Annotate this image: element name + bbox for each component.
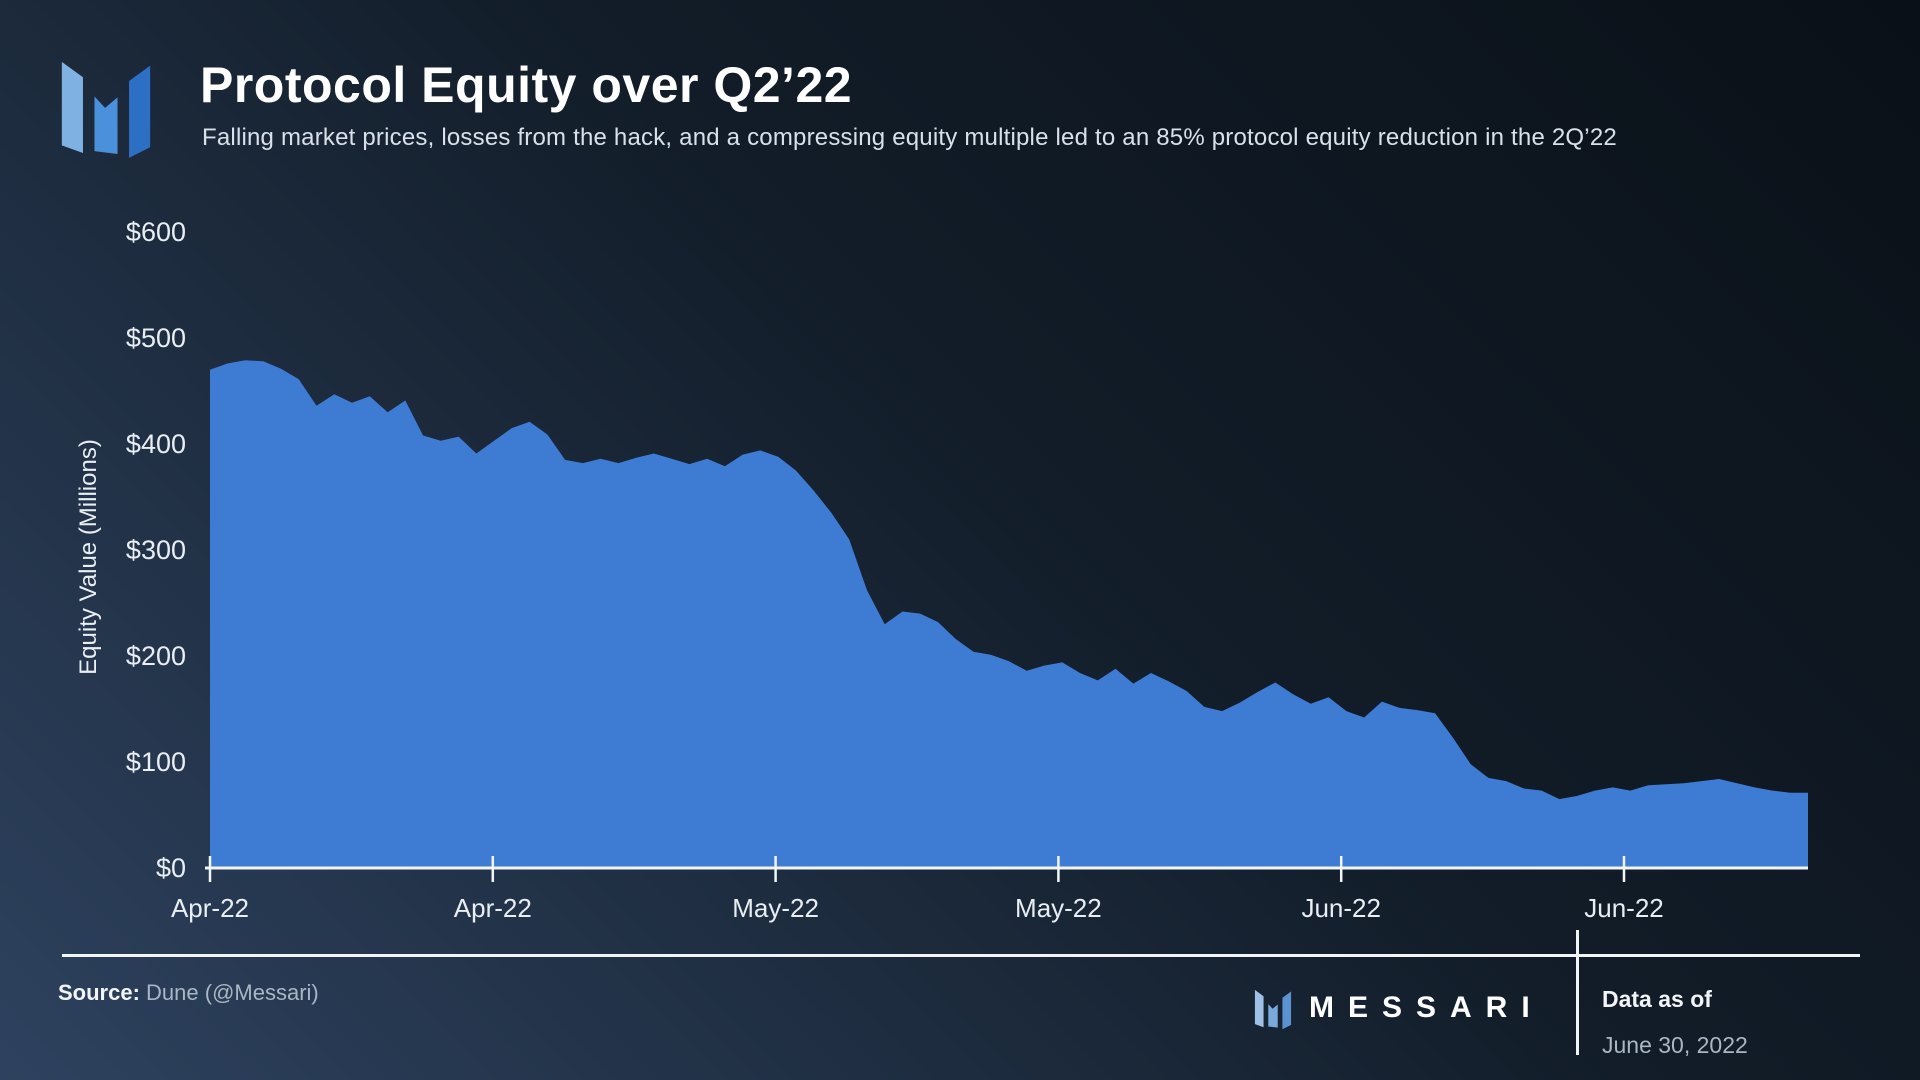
x-tick-label: Jun-22 [1301, 893, 1381, 923]
x-tick-label: Jun-22 [1584, 893, 1664, 923]
y-tick-label: $0 [155, 853, 186, 883]
y-tick-label: $100 [125, 747, 186, 777]
x-tick-label: Apr-22 [170, 893, 250, 923]
x-tick-label: Apr-22 [453, 893, 532, 923]
page-title: Protocol Equity over Q2’22 [200, 57, 853, 113]
y-tick-label: $600 [125, 217, 186, 247]
y-tick-label: $500 [125, 323, 186, 353]
messari-brand-logo-icon [1254, 989, 1292, 1030]
equity-area-series [210, 360, 1808, 868]
data-as-of-value: June 30, 2022 [1602, 1032, 1748, 1058]
data-as-of-label: Data as of [1602, 986, 1712, 1012]
messari-logo-icon [61, 61, 151, 158]
source-value: Dune (@Messari) [139, 980, 319, 1005]
y-tick-label: $300 [125, 535, 186, 565]
footer-divider-line [62, 954, 1860, 957]
messari-brand: MESSARI [1253, 986, 1544, 1030]
x-tick-label: May-22 [1015, 893, 1102, 923]
footer-vertical-divider [1576, 930, 1579, 1055]
y-tick-label: $400 [125, 429, 186, 459]
messari-wordmark: MESSARI [1309, 991, 1544, 1024]
y-tick-label: $200 [125, 641, 186, 671]
x-tick-label: May-22 [732, 893, 819, 923]
source-label: Source: [58, 980, 140, 1005]
source-note: Source: Dune (@Messari) [58, 980, 319, 1006]
page-subtitle: Falling market prices, losses from the h… [202, 124, 1617, 151]
